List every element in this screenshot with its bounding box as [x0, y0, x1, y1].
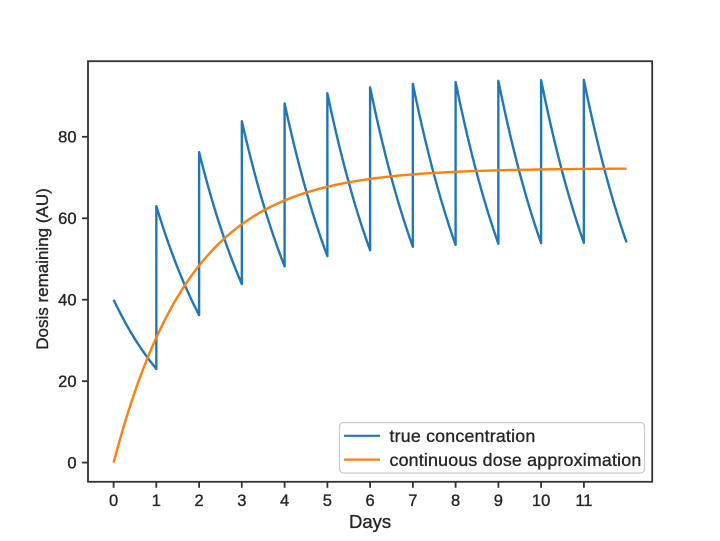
svg-text:6: 6 [366, 492, 375, 510]
svg-text:true concentration: true concentration [390, 426, 536, 446]
svg-text:20: 20 [58, 373, 76, 391]
svg-text:3: 3 [237, 492, 246, 510]
svg-text:7: 7 [408, 492, 417, 510]
svg-text:Days: Days [349, 511, 391, 532]
svg-text:9: 9 [494, 492, 503, 510]
svg-text:continuous dose approximation: continuous dose approximation [390, 450, 642, 470]
svg-text:4: 4 [280, 492, 289, 510]
svg-text:2: 2 [195, 492, 204, 510]
svg-text:11: 11 [575, 492, 592, 510]
svg-text:5: 5 [323, 492, 332, 510]
svg-text:10: 10 [532, 492, 550, 510]
svg-text:8: 8 [451, 492, 460, 510]
svg-text:80: 80 [58, 129, 76, 147]
svg-text:Dosis remaining (AU): Dosis remaining (AU) [33, 188, 52, 350]
svg-text:60: 60 [58, 210, 76, 228]
svg-text:0: 0 [109, 492, 118, 510]
svg-text:0: 0 [67, 454, 76, 472]
svg-text:40: 40 [58, 291, 76, 309]
svg-text:1: 1 [152, 492, 161, 510]
